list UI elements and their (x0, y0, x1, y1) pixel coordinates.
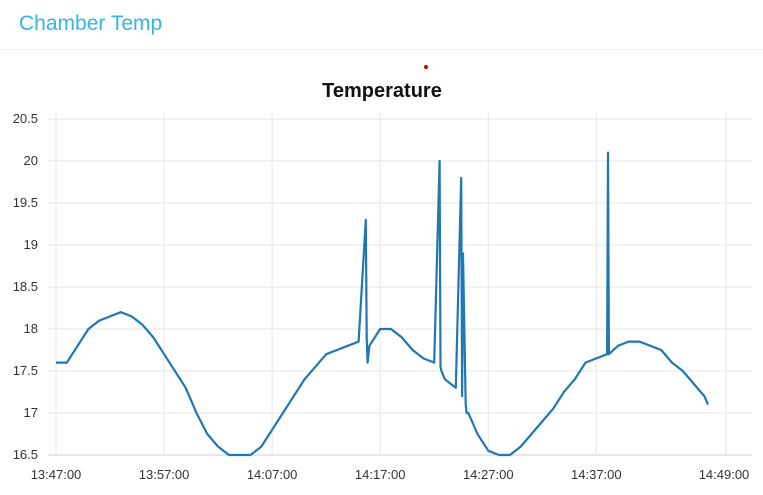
y-axis-ticks: 16.5 17 17.5 18 18.5 19 19.5 20 20.5 (13, 111, 38, 462)
y-tick-label: 20 (24, 153, 38, 168)
x-tick-label: 14:27:00 (463, 467, 514, 482)
x-axis-ticks: 13:47:00 13:57:00 14:07:00 14:17:00 14:27:00… (31, 467, 750, 482)
x-tick-label: 14:07:00 (247, 467, 298, 482)
x-tick-label: 13:47:00 (31, 467, 82, 482)
temperature-series-line (56, 151, 710, 457)
panel-title: Chamber Temp (19, 12, 163, 35)
y-tick-label: 19 (24, 237, 38, 252)
y-tick-label: 18.5 (13, 279, 38, 294)
x-tick-label: 14:49:00 (699, 467, 750, 482)
x-tick-label: 13:57:00 (139, 467, 190, 482)
y-tick-label: 20.5 (13, 111, 38, 126)
y-tick-label: 17.5 (13, 363, 38, 378)
x-tick-label: 14:37:00 (571, 467, 622, 482)
chart-title: Temperature (322, 80, 442, 102)
y-tick-label: 17 (24, 405, 38, 420)
y-tick-label: 16.5 (13, 447, 38, 462)
status-indicator-dot (424, 65, 428, 69)
x-tick-label: 14:17:00 (355, 467, 406, 482)
y-tick-label: 18 (24, 321, 38, 336)
panel-divider (0, 49, 763, 50)
y-tick-label: 19.5 (13, 195, 38, 210)
chart-grid (48, 112, 752, 456)
